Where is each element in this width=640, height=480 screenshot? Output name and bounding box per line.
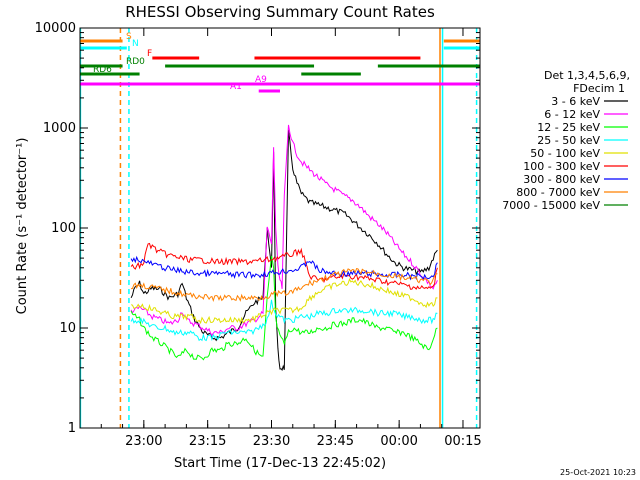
x-tick-label-1: 23:15 xyxy=(189,434,226,449)
series-line-5 xyxy=(130,242,438,290)
legend-label-3: 25 - 50 keV xyxy=(537,134,600,147)
x-tick-label-0: 23:00 xyxy=(125,434,162,449)
series-line-2 xyxy=(130,256,438,361)
flag-label-a9: A9 xyxy=(255,75,267,85)
legend-header-line-1: Det 1,3,4,5,6,9, xyxy=(544,69,630,82)
generation-timestamp: 25-Oct-2021 10:23 xyxy=(560,468,636,477)
x-axis-label: Start Time (17-Dec-13 22:45:02) xyxy=(174,456,386,471)
x-tick-label-5: 00:15 xyxy=(444,434,481,449)
y-tick-label-0: 1 xyxy=(68,421,76,436)
series-line-7 xyxy=(130,268,438,303)
flag-label-rd6: RD6 xyxy=(93,65,112,75)
legend-label-0: 3 - 6 keV xyxy=(551,95,600,108)
series-line-0 xyxy=(130,130,438,372)
legend-label-4: 50 - 100 keV xyxy=(530,147,600,160)
legend-header-line-2: FDecim 1 xyxy=(573,82,625,95)
legend-label-5: 100 - 300 keV xyxy=(523,160,600,173)
legend-label-6: 300 - 800 keV xyxy=(523,173,600,186)
x-tick-label-3: 23:45 xyxy=(317,434,354,449)
chart-title: RHESSI Observing Summary Count Rates xyxy=(125,3,435,21)
flag-label-f: F xyxy=(147,49,152,59)
y-tick-label-2: 100 xyxy=(51,221,76,236)
series-line-6 xyxy=(130,255,438,281)
flag-label-rd0: RD0 xyxy=(126,57,145,67)
series-line-1 xyxy=(130,124,438,337)
flag-label-a1: A1 xyxy=(230,82,242,92)
y-tick-label-3: 1000 xyxy=(43,121,76,136)
series-line-3 xyxy=(130,299,438,342)
x-tick-label-4: 00:00 xyxy=(380,434,417,449)
series-line-4 xyxy=(130,278,438,325)
y-tick-label-4: 10000 xyxy=(35,21,76,36)
y-tick-label-1: 10 xyxy=(59,321,76,336)
legend-label-8: 7000 - 15000 keV xyxy=(502,199,600,212)
x-tick-label-2: 23:30 xyxy=(253,434,290,449)
legend-label-2: 12 - 25 keV xyxy=(537,121,600,134)
legend-label-1: 6 - 12 keV xyxy=(544,108,600,121)
legend-label-7: 800 - 7000 keV xyxy=(516,186,600,199)
flag-label-n: N xyxy=(132,39,139,49)
y-axis-label: Count Rate (s⁻¹ detector⁻¹) xyxy=(15,138,30,315)
flag-label-s: S xyxy=(126,32,132,42)
